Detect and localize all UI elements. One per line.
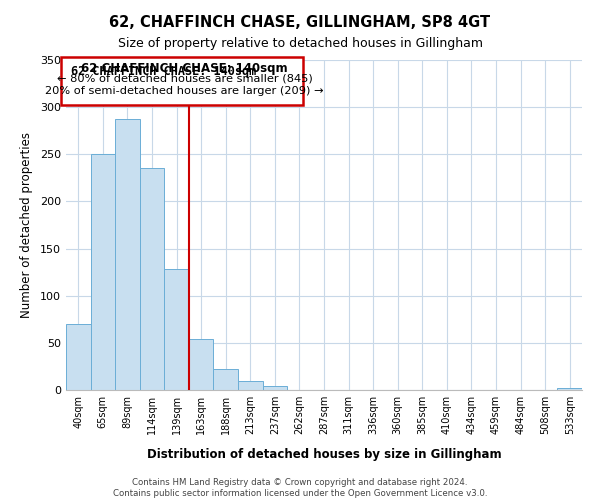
Bar xyxy=(238,380,263,390)
Bar xyxy=(91,154,115,390)
Y-axis label: Number of detached properties: Number of detached properties xyxy=(20,132,33,318)
Bar xyxy=(263,386,287,390)
Bar xyxy=(115,120,140,390)
Text: Contains HM Land Registry data © Crown copyright and database right 2024.
Contai: Contains HM Land Registry data © Crown c… xyxy=(113,478,487,498)
Bar xyxy=(66,324,91,390)
Bar xyxy=(557,388,582,390)
Text: 62 CHAFFINCH CHASE: 140sqm: 62 CHAFFINCH CHASE: 140sqm xyxy=(71,65,256,78)
Bar xyxy=(164,270,189,390)
Bar xyxy=(140,168,164,390)
Bar xyxy=(214,370,238,390)
Text: 62 CHAFFINCH CHASE: 140sqm: 62 CHAFFINCH CHASE: 140sqm xyxy=(82,62,288,74)
Text: 20% of semi-detached houses are larger (209) →: 20% of semi-detached houses are larger (… xyxy=(46,86,324,96)
Text: ← 80% of detached houses are smaller (845): ← 80% of detached houses are smaller (84… xyxy=(57,74,313,84)
Text: 62, CHAFFINCH CHASE, GILLINGHAM, SP8 4GT: 62, CHAFFINCH CHASE, GILLINGHAM, SP8 4GT xyxy=(109,15,491,30)
X-axis label: Distribution of detached houses by size in Gillingham: Distribution of detached houses by size … xyxy=(146,448,502,461)
FancyBboxPatch shape xyxy=(61,56,304,104)
Text: Size of property relative to detached houses in Gillingham: Size of property relative to detached ho… xyxy=(118,38,482,51)
Bar xyxy=(189,339,214,390)
